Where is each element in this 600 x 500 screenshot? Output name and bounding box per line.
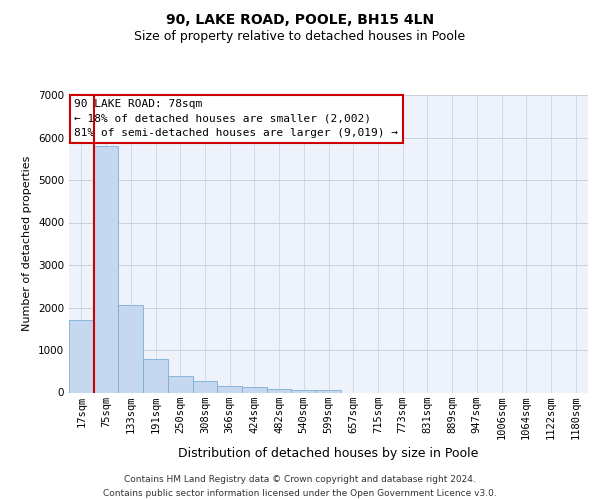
Bar <box>168 376 193 392</box>
Bar <box>193 381 217 392</box>
Bar <box>217 386 242 392</box>
Text: Contains HM Land Registry data © Crown copyright and database right 2024.
Contai: Contains HM Land Registry data © Crown c… <box>103 476 497 498</box>
Bar <box>69 320 94 392</box>
Bar <box>267 389 292 392</box>
Bar <box>143 358 168 392</box>
Bar <box>118 306 143 392</box>
Bar <box>292 390 316 392</box>
Bar <box>242 388 267 392</box>
Text: Size of property relative to detached houses in Poole: Size of property relative to detached ho… <box>134 30 466 43</box>
Text: 90, LAKE ROAD, POOLE, BH15 4LN: 90, LAKE ROAD, POOLE, BH15 4LN <box>166 12 434 26</box>
X-axis label: Distribution of detached houses by size in Poole: Distribution of detached houses by size … <box>178 448 479 460</box>
Y-axis label: Number of detached properties: Number of detached properties <box>22 156 32 332</box>
Bar <box>94 146 118 392</box>
Bar <box>316 390 341 392</box>
Text: 90 LAKE ROAD: 78sqm
← 18% of detached houses are smaller (2,002)
81% of semi-det: 90 LAKE ROAD: 78sqm ← 18% of detached ho… <box>74 100 398 138</box>
